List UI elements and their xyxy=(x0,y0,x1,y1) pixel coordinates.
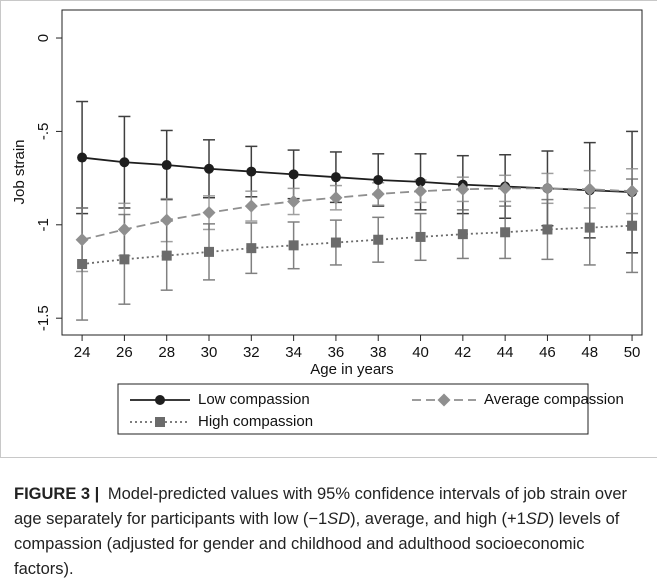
marker xyxy=(330,172,341,183)
y-tick-label: -1.5 xyxy=(35,305,52,331)
marker xyxy=(373,174,384,185)
marker xyxy=(204,163,215,174)
marker xyxy=(117,222,131,236)
y-tick-label: -.5 xyxy=(35,123,52,141)
marker xyxy=(75,233,89,247)
marker xyxy=(119,157,130,168)
marker xyxy=(329,191,343,205)
x-axis-label: Age in years xyxy=(310,361,393,378)
marker xyxy=(414,184,428,198)
marker xyxy=(330,237,341,248)
legend-marker xyxy=(155,417,165,427)
marker xyxy=(542,224,553,235)
marker xyxy=(288,169,299,180)
caption-text: SD xyxy=(525,510,549,528)
legend-item: Low compassion xyxy=(130,391,310,408)
marker xyxy=(77,259,88,270)
marker xyxy=(287,194,301,208)
y-tick-label: -1 xyxy=(35,218,52,231)
x-tick-label: 26 xyxy=(116,344,133,361)
legend-box xyxy=(117,383,589,435)
chart: Age in years Job strain 0 -.5 -1 -1.5 24 26 28… xyxy=(0,0,657,458)
x-tick-label: 46 xyxy=(539,344,556,361)
x-tick-label: 40 xyxy=(412,344,429,361)
legend-marker xyxy=(437,393,451,407)
caption-text: SD xyxy=(327,510,351,528)
marker xyxy=(160,213,174,227)
x-tick-label: 30 xyxy=(201,344,218,361)
x-tick-label: 42 xyxy=(454,344,471,361)
x-tick-label: 44 xyxy=(497,344,514,361)
x-tick-label: 34 xyxy=(285,344,302,361)
marker xyxy=(583,182,597,196)
marker xyxy=(373,234,384,245)
marker xyxy=(540,181,554,195)
marker xyxy=(500,227,511,238)
marker xyxy=(202,206,216,220)
marker xyxy=(77,152,88,163)
x-tick-label: 38 xyxy=(370,344,387,361)
marker xyxy=(456,182,470,196)
x-tick-label: 28 xyxy=(158,344,175,361)
caption-text: ) levels of compassion (adjusted for gen… xyxy=(14,510,620,578)
x-tick-label: 24 xyxy=(74,344,91,361)
legend-marker xyxy=(155,395,165,405)
marker xyxy=(204,246,215,257)
y-tick-label: 0 xyxy=(35,34,52,42)
marker xyxy=(625,184,639,198)
legend-label: High compassion xyxy=(198,413,313,430)
x-tick-label: 48 xyxy=(581,344,598,361)
caption: FIGURE 3 | Model-predicted values with 9… xyxy=(14,482,646,579)
marker xyxy=(246,166,257,177)
legend-label: Low compassion xyxy=(198,391,310,408)
series-line xyxy=(81,187,633,241)
marker xyxy=(498,181,512,195)
marker xyxy=(584,222,595,233)
marker xyxy=(371,187,385,201)
legend-item: High compassion xyxy=(130,413,313,430)
legend-label: Average compassion xyxy=(484,391,624,408)
marker xyxy=(161,160,172,171)
marker xyxy=(415,231,426,242)
y-axis-label: Job strain xyxy=(11,139,28,204)
plot-frame xyxy=(61,9,643,336)
x-tick-label: 32 xyxy=(243,344,260,361)
x-tick-label: 36 xyxy=(328,344,345,361)
marker xyxy=(288,240,299,251)
marker xyxy=(246,243,257,254)
caption-text: ), average, and high (+1 xyxy=(350,510,526,528)
marker xyxy=(119,254,130,265)
marker xyxy=(161,250,172,261)
x-tick-label: 50 xyxy=(624,344,641,361)
legend-item: Average compassion xyxy=(412,391,624,408)
caption-text: Model-predicted values with 95% confiden… xyxy=(14,485,627,528)
caption-label: FIGURE 3 | xyxy=(14,485,100,503)
series-line xyxy=(81,224,633,265)
marker xyxy=(244,199,258,213)
marker xyxy=(415,176,426,187)
marker xyxy=(627,220,638,231)
marker xyxy=(457,229,468,240)
